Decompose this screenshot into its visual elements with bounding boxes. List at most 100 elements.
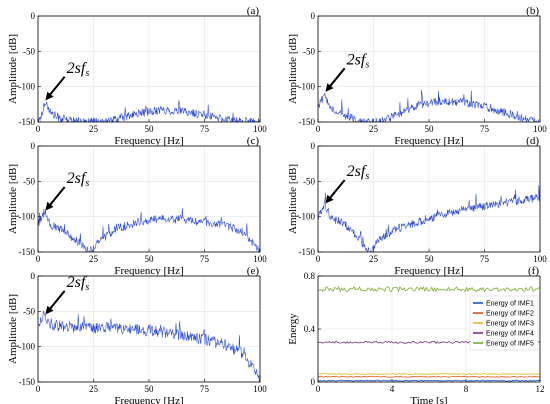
spectrum-line [318,89,539,122]
axes-frame [37,15,261,123]
annotation-label: 2sfs [67,274,90,293]
annotation-subscript: s [85,178,89,189]
x-axis-label: Frequency [Hz] [394,135,463,147]
panel-letter: (f) [528,265,539,277]
annotation-arrow [45,76,66,101]
y-tick-label: 0 [31,271,36,281]
y-axis-label: Amplitude [dB] [7,294,19,364]
chart-panel-6: 0 4 8 12 0 0.4 0.8 Time [s] Energy (f) Energy of I… [287,265,545,404]
annotation-arrow [45,290,66,315]
legend-entry: Energy of IMF5 [486,341,534,348]
y-tick-label: 0 [31,11,36,21]
plot-area [38,311,260,382]
plot-area [318,89,539,122]
x-axis-label: Frequency [Hz] [394,265,463,277]
panel-letter: (c) [247,135,260,147]
x-tick-label: 25 [369,124,379,134]
x-axis-label: Time [s] [410,395,447,404]
x-tick-label: 0 [316,254,321,264]
y-tick-label: -100 [299,82,316,92]
x-tick-label: 75 [480,254,490,264]
y-tick-label: -150 [19,247,36,257]
x-tick-label: 75 [200,384,210,394]
annotation-main: 2sf [347,51,368,68]
axes-frame [37,145,261,253]
x-tick-label: 100 [253,124,267,134]
y-tick-label: 0.4 [304,324,316,334]
y-tick-label: -50 [23,306,35,316]
plot-area [38,207,260,252]
spectrum-line [318,185,540,252]
chart-panel-1: 0 25 50 75 100 0 -50 -100 -150 Frequency [Hz] Ampl… [7,5,267,147]
y-tick-label: 0 [311,377,316,387]
x-tick-label: 100 [253,254,267,264]
energy-line-imf2 [318,375,540,378]
x-axis-label: Frequency [Hz] [114,265,183,277]
annotation-arrow [325,179,346,204]
panel-letter: (e) [247,265,260,277]
panel-letter: (d) [526,135,539,147]
annotation-arrow [45,186,66,211]
annotation-label: 2sfs [347,51,370,70]
x-tick-label: 50 [425,254,435,264]
annotation-subscript: s [365,171,369,182]
energy-line-imf1 [318,379,540,382]
plot-area [318,285,540,382]
plot-area [318,185,540,252]
x-tick-label: 75 [200,124,210,134]
y-axis-label: Amplitude [dB] [7,164,19,234]
axes-frame [317,15,541,123]
x-tick-label: 25 [89,384,99,394]
x-tick-label: 25 [89,254,99,264]
x-tick-label: 0 [316,384,321,394]
annotation-main: 2sf [67,60,88,77]
annotation-subscript: s [85,68,89,79]
plot-area [38,100,260,122]
axes-frame [317,275,541,383]
x-tick-label: 100 [253,384,267,394]
x-tick-label: 0 [316,124,321,134]
axes-frame [37,275,261,383]
spectrum-line [38,311,260,382]
chart-panel-3: 0 25 50 75 100 0 -50 -100 -150 Frequency [Hz] Ampl… [7,135,267,277]
x-tick-label: 75 [480,124,490,134]
y-axis-label: Amplitude [dB] [287,164,299,234]
y-tick-label: -100 [299,212,316,222]
annotation-main: 2sf [67,170,88,187]
y-tick-label: 0 [311,141,316,151]
chart-panel-5: 0 25 50 75 100 0 -50 -100 -150 Frequency [Hz] Ampl… [7,265,267,404]
y-axis-label: Energy [287,313,299,345]
x-axis-label: Frequency [Hz] [114,395,183,404]
y-tick-label: 0.8 [304,271,316,281]
annotation-label: 2sfs [67,170,90,189]
x-tick-label: 0 [36,254,41,264]
annotation-main: 2sf [347,163,368,180]
y-tick-label: 0 [311,11,316,21]
x-tick-label: 100 [533,124,547,134]
chart-panel-4: 0 25 50 75 100 0 -50 -100 -150 Frequency [Hz] Ampl… [287,135,547,277]
spectrum-line [38,207,260,252]
annotation-label: 2sfs [347,163,370,182]
y-tick-label: -150 [19,377,36,387]
x-tick-label: 50 [145,384,155,394]
chart-panel-2: 0 25 50 75 100 0 -50 -100 -150 Frequency [Hz] Ampl… [287,5,547,147]
y-tick-label: -50 [303,46,315,56]
y-tick-label: -50 [23,176,35,186]
annotation-subscript: s [365,59,369,70]
annotation-arrow [325,67,346,92]
x-tick-label: 100 [533,254,547,264]
x-tick-label: 25 [89,124,99,134]
axes-frame [317,145,541,253]
x-tick-label: 0 [36,124,41,134]
y-tick-label: 0 [31,141,36,151]
x-tick-label: 25 [369,254,379,264]
legend-entry: Energy of IMF1 [486,301,534,308]
panel-letter: (a) [247,5,260,17]
annotation-main: 2sf [67,274,88,291]
x-tick-label: 12 [536,384,545,394]
y-axis-label: Amplitude [dB] [7,34,19,104]
y-tick-label: -150 [299,117,316,127]
x-tick-label: 4 [390,384,395,394]
x-tick-label: 0 [36,384,41,394]
